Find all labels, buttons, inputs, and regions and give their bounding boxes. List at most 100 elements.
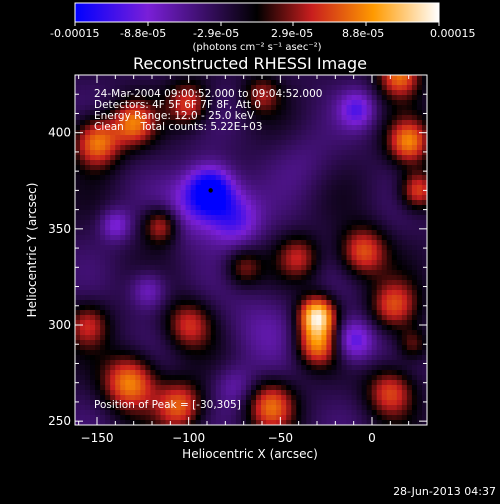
heatmap-cell (130, 225, 135, 230)
heatmap-cell (226, 155, 231, 160)
heatmap-cell (321, 310, 326, 315)
heatmap-cell (321, 280, 326, 285)
heatmap-cell (181, 285, 186, 290)
heatmap-cell (271, 120, 276, 125)
heatmap-cell (271, 375, 276, 380)
heatmap-cell (186, 305, 191, 310)
heatmap-cell (206, 290, 211, 295)
heatmap-cell (367, 415, 372, 420)
heatmap-cell (85, 395, 90, 400)
heatmap-cell (261, 335, 266, 340)
heatmap-cell (296, 140, 301, 145)
heatmap-cell (85, 305, 90, 310)
heatmap-cell (342, 105, 347, 110)
heatmap-cell (377, 310, 382, 315)
heatmap-cell (236, 340, 241, 345)
heatmap-cell (251, 405, 256, 410)
heatmap-cell (130, 255, 135, 260)
heatmap-cell (140, 355, 145, 360)
minimum-marker (208, 188, 212, 192)
heatmap-cell (367, 210, 372, 215)
heatmap-cell (367, 335, 372, 340)
heatmap-cell (417, 135, 422, 140)
heatmap-cell (241, 220, 246, 225)
heatmap-cell (261, 205, 266, 210)
heatmap-cell (95, 80, 100, 85)
heatmap-cell (226, 210, 231, 215)
heatmap-cell (296, 220, 301, 225)
heatmap-cell (326, 80, 331, 85)
heatmap-cell (125, 330, 130, 335)
heatmap-cell (377, 380, 382, 385)
heatmap-cell (125, 160, 130, 165)
heatmap-cell (105, 365, 110, 370)
heatmap-cell (372, 130, 377, 135)
heatmap-cell (392, 390, 397, 395)
heatmap-cell (382, 380, 387, 385)
heatmap-cell (251, 335, 256, 340)
heatmap-cell (316, 300, 321, 305)
heatmap-cell (377, 135, 382, 140)
x-tick-label: 0 (368, 431, 376, 445)
heatmap-cell (382, 235, 387, 240)
heatmap-cell (412, 110, 417, 115)
heatmap-cell (186, 355, 191, 360)
heatmap-cell (120, 245, 125, 250)
heatmap-cell (100, 310, 105, 315)
heatmap-cell (326, 170, 331, 175)
heatmap-cell (135, 305, 140, 310)
heatmap-cell (181, 290, 186, 295)
heatmap-cell (211, 180, 216, 185)
heatmap-cell (407, 115, 412, 120)
heatmap-cell (231, 155, 236, 160)
heatmap-cell (311, 405, 316, 410)
heatmap-cell (372, 400, 377, 405)
heatmap-cell (120, 150, 125, 155)
heatmap-cell (367, 115, 372, 120)
heatmap-cell (392, 205, 397, 210)
heatmap-cell (181, 315, 186, 320)
heatmap-cell (75, 150, 80, 155)
heatmap-cell (306, 270, 311, 275)
heatmap-cell (166, 325, 171, 330)
heatmap-cell (407, 260, 412, 265)
heatmap-cell (326, 150, 331, 155)
heatmap-cell (291, 190, 296, 195)
heatmap-cell (181, 260, 186, 265)
heatmap-cell (95, 340, 100, 345)
heatmap-cell (286, 230, 291, 235)
heatmap-cell (186, 200, 191, 205)
heatmap-cell (286, 350, 291, 355)
heatmap-cell (251, 175, 256, 180)
heatmap-cell (115, 335, 120, 340)
heatmap-cell (336, 355, 341, 360)
heatmap-cell (95, 75, 100, 80)
heatmap-cell (291, 375, 296, 380)
heatmap-cell (266, 245, 271, 250)
heatmap-cell (382, 200, 387, 205)
heatmap-cell (387, 360, 392, 365)
heatmap-cell (216, 185, 221, 190)
heatmap-cell (155, 275, 160, 280)
heatmap-cell (291, 180, 296, 185)
heatmap-cell (407, 75, 412, 80)
heatmap-cell (181, 390, 186, 395)
heatmap-cell (231, 415, 236, 420)
heatmap-cell (296, 355, 301, 360)
heatmap-cell (226, 370, 231, 375)
heatmap-cell (226, 135, 231, 140)
heatmap-cell (176, 135, 181, 140)
heatmap-cell (236, 335, 241, 340)
heatmap-cell (362, 270, 367, 275)
heatmap-cell (231, 370, 236, 375)
heatmap-cell (166, 175, 171, 180)
heatmap-cell (115, 360, 120, 365)
heatmap-cell (181, 225, 186, 230)
heatmap-cell (387, 120, 392, 125)
heatmap-cell (226, 190, 231, 195)
heatmap-cell (196, 240, 201, 245)
heatmap-cell (301, 370, 306, 375)
heatmap-cell (251, 205, 256, 210)
heatmap-cell (417, 210, 422, 215)
heatmap-cell (336, 75, 341, 80)
